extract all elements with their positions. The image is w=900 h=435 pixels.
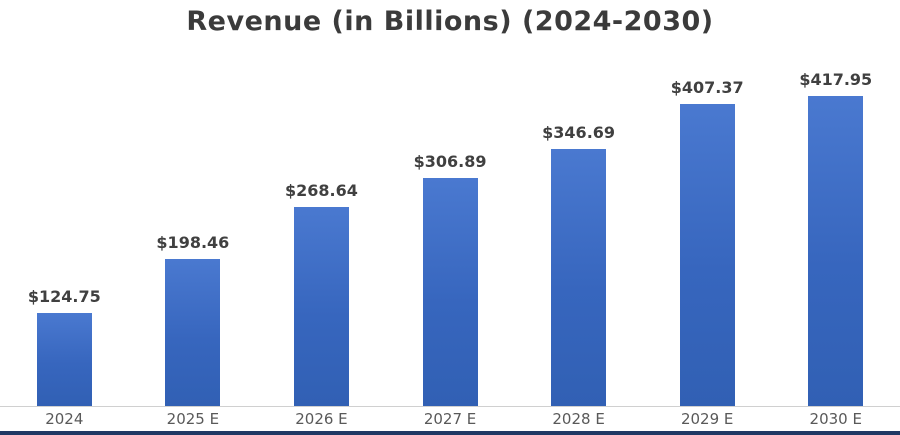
bar-value-label: $417.95 — [799, 70, 873, 89]
bar-value-label: $346.69 — [542, 123, 616, 142]
bar — [679, 104, 735, 406]
x-axis-label: 2028 E — [552, 410, 605, 428]
bar-value-label: $306.89 — [413, 152, 487, 171]
bar-value-label: $198.46 — [156, 233, 230, 252]
bar-column: $417.95 — [771, 70, 900, 406]
bar-value-label: $407.37 — [670, 78, 744, 97]
bar — [808, 96, 864, 406]
bar-column: $268.64 — [257, 181, 386, 406]
plot-area: $124.75 $198.46 $268.64 $306.89 $346.69 $407.… — [0, 50, 900, 407]
x-axis-label: 2025 E — [166, 410, 220, 428]
x-axis-label: 2024 — [45, 410, 84, 428]
x-axis-label: 2030 E — [809, 410, 862, 428]
bar-column: $306.89 — [386, 152, 515, 406]
bar-column: $346.69 — [514, 123, 643, 406]
bar-value-label: $124.75 — [27, 287, 101, 306]
bar — [36, 313, 92, 406]
bar-column: $407.37 — [643, 78, 772, 406]
bottom-border — [0, 431, 900, 435]
x-axis-label: 2029 E — [680, 410, 734, 428]
bar-column: $124.75 — [0, 287, 129, 406]
x-axis-label: 2027 E — [423, 410, 477, 428]
bar-value-label: $268.64 — [285, 181, 358, 200]
bar — [422, 178, 478, 406]
bar — [551, 149, 607, 406]
x-axis: 2024 2025 E 2026 E 2027 E 2028 E 2029 E 2030 E — [0, 407, 900, 431]
bar — [165, 259, 221, 406]
bar — [293, 207, 349, 406]
bar-column: $198.46 — [129, 233, 258, 406]
x-axis-label: 2026 E — [295, 410, 348, 428]
chart-title: Revenue (in Billions) (2024-2030) — [186, 6, 714, 37]
